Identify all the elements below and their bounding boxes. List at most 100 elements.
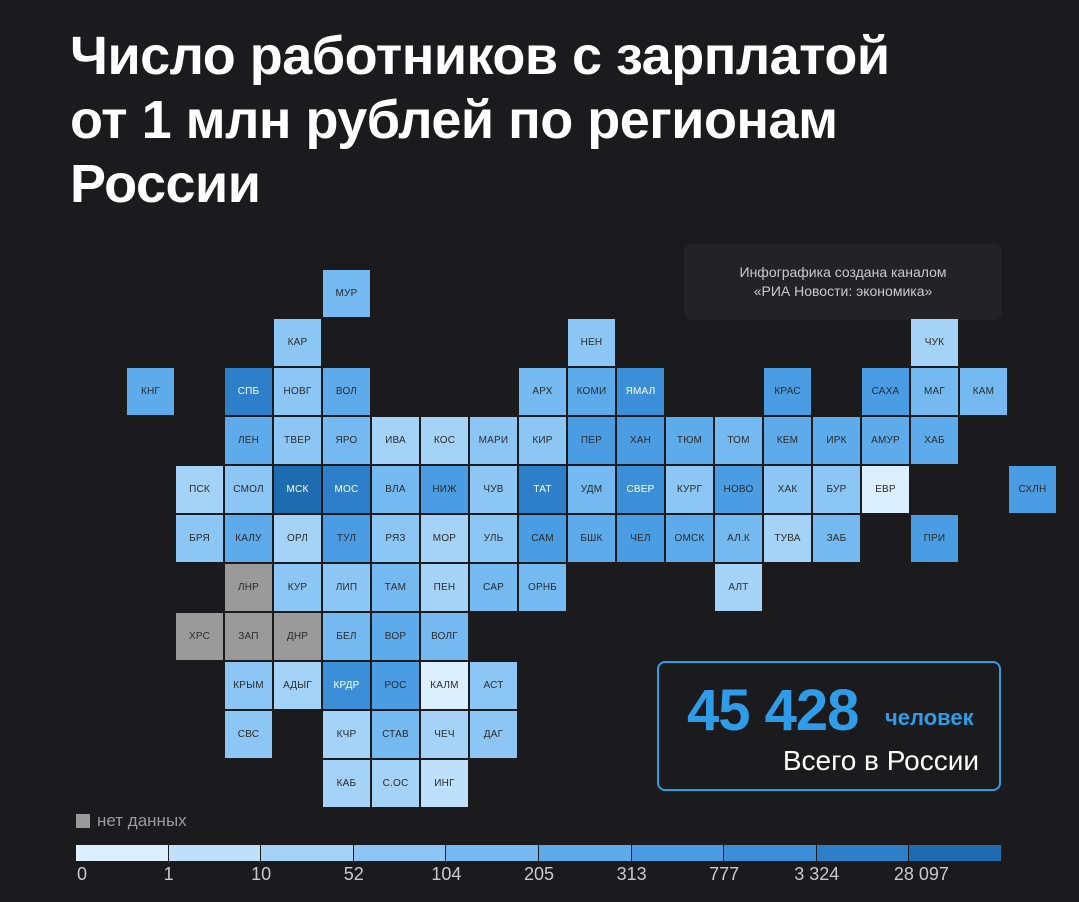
total-unit: человек (885, 705, 974, 730)
region-tile: МОР (421, 515, 468, 562)
no-data-legend: нет данных (76, 811, 187, 831)
scale-segment (631, 845, 725, 861)
region-tile: ВЛА (372, 466, 419, 513)
region-tile: НОВГ (274, 368, 321, 415)
region-tile: СТАВ (372, 711, 419, 758)
region-tile: С.ОС (372, 760, 419, 807)
scale-segment (538, 845, 632, 861)
scale-segment (353, 845, 447, 861)
region-tile: БРЯ (176, 515, 223, 562)
region-tile: ДАГ (470, 711, 517, 758)
region-tile: ЯМАЛ (617, 368, 664, 415)
region-tile: АМУР (862, 417, 909, 464)
region-tile: МУР (323, 270, 370, 317)
scale-tick-label: 52 (343, 864, 364, 884)
region-tile: ТЮМ (666, 417, 713, 464)
credit-line-2: «РИА Новости: экономика» (753, 283, 933, 299)
scale-segment (816, 845, 910, 861)
region-tile: ВОЛГ (421, 613, 468, 660)
scale-tick-label: 0 (76, 864, 88, 884)
region-tile: ТУВА (764, 515, 811, 562)
scale-segment (446, 845, 539, 861)
region-tile: РЯЗ (372, 515, 419, 562)
region-tile: ПЕР (568, 417, 615, 464)
region-tile: ТВЕР (274, 417, 321, 464)
region-tile: ХАБ (911, 417, 958, 464)
scale-segment (76, 845, 169, 861)
title-line-2: от 1 млн рублей по регионам (70, 90, 838, 150)
page-title: Число работников с зарплатой от 1 млн ру… (70, 24, 1030, 216)
region-tile: КРАС (764, 368, 811, 415)
region-tile: ДНР (274, 613, 321, 660)
region-tile: НЕН (568, 319, 615, 366)
scale-segment (909, 845, 1002, 861)
region-tile: ПСК (176, 466, 223, 513)
region-tile: СМОЛ (225, 466, 272, 513)
region-tile: ОРЛ (274, 515, 321, 562)
region-tile: БУР (813, 466, 860, 513)
region-tile: КАР (274, 319, 321, 366)
region-tile: СВЕР (617, 466, 664, 513)
region-tile: КАМ (960, 368, 1007, 415)
region-tile: СВС (225, 711, 272, 758)
region-tile: НИЖ (421, 466, 468, 513)
region-tile: АЛ.К (715, 515, 762, 562)
region-tile: САХА (862, 368, 909, 415)
total-summary: 45 428 человек Всего в России (657, 661, 1001, 791)
region-tile: ЗАБ (813, 515, 860, 562)
no-data-swatch (76, 814, 90, 828)
total-value: 45 428 (687, 678, 859, 743)
region-tile: АЛТ (715, 564, 762, 611)
region-tile: ТОМ (715, 417, 762, 464)
region-tile: ПРИ (911, 515, 958, 562)
credit-line-1: Инфографика создана каналом (739, 264, 947, 280)
region-tile: САМ (519, 515, 566, 562)
region-tile: ИНГ (421, 760, 468, 807)
scale-tick-label: 3 324 (794, 864, 840, 884)
scale-segment (168, 845, 262, 861)
region-tile: ЗАП (225, 613, 272, 660)
region-tile: ЧЕЛ (617, 515, 664, 562)
credit-badge: Инфографика создана каналом «РИА Новости… (684, 244, 1002, 320)
region-tile: БШК (568, 515, 615, 562)
region-tile: РОС (372, 662, 419, 709)
region-tile: КНГ (127, 368, 174, 415)
region-tile: ЕВР (862, 466, 909, 513)
scale-segment (261, 845, 354, 861)
region-tile: ТАМ (372, 564, 419, 611)
scale-tick-label: 205 (523, 864, 555, 884)
region-tile: ОМСК (666, 515, 713, 562)
region-tile: ХАК (764, 466, 811, 513)
region-tile: АСТ (470, 662, 517, 709)
region-tile: АРХ (519, 368, 566, 415)
region-tile: КУР (274, 564, 321, 611)
total-label: Всего в России (782, 745, 979, 776)
region-tile: МСК (274, 466, 321, 513)
region-tile: КРЫМ (225, 662, 272, 709)
title-line-3: России (70, 154, 261, 214)
region-tile: ЧУК (911, 319, 958, 366)
region-tile: БЕЛ (323, 613, 370, 660)
region-tile: ОРНБ (519, 564, 566, 611)
scale-tick-label: 104 (431, 864, 462, 884)
region-tile: ХАН (617, 417, 664, 464)
region-tile: ЧУВ (470, 466, 517, 513)
region-tile: КУРГ (666, 466, 713, 513)
region-tile: МАРИ (470, 417, 517, 464)
scale-tick-label: 777 (709, 864, 740, 884)
region-tile: САР (470, 564, 517, 611)
region-tile: СПБ (225, 368, 272, 415)
region-tile: ЛНР (225, 564, 272, 611)
title-line-1: Число работников с зарплатой (70, 26, 890, 86)
region-tile: АДЫГ (274, 662, 321, 709)
region-tile: ЧЕЧ (421, 711, 468, 758)
region-tile: СХЛН (1009, 466, 1056, 513)
scale-tick-label: 28 097 (893, 864, 949, 884)
no-data-label: нет данных (97, 811, 187, 830)
region-tile: ТУЛ (323, 515, 370, 562)
region-tile: МОС (323, 466, 370, 513)
region-tile: ЛЕН (225, 417, 272, 464)
region-tile: НОВО (715, 466, 762, 513)
region-tile: КОС (421, 417, 468, 464)
region-tile: КИР (519, 417, 566, 464)
